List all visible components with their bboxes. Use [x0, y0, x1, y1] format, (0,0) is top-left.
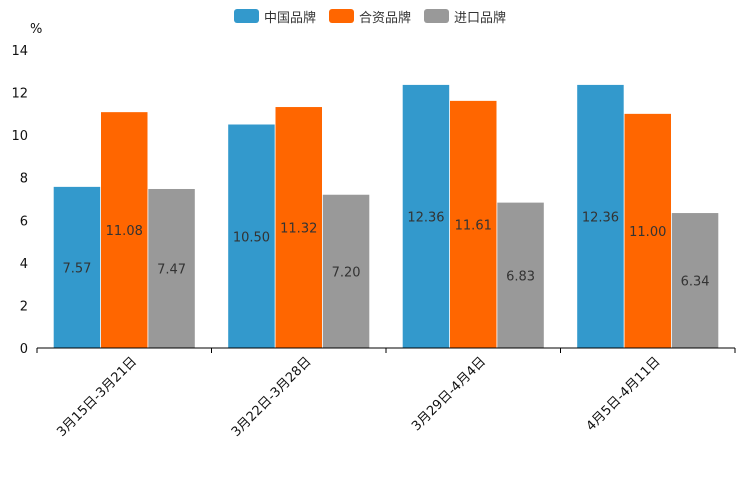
bar-3-2[interactable] — [322, 194, 370, 348]
y-tick-label: 0 — [20, 342, 28, 357]
legend: 中国品牌 合资品牌 进口品牌 — [0, 6, 744, 26]
legend-item-china-brand[interactable]: 中国品牌 — [234, 6, 316, 26]
bar-3-4[interactable] — [671, 213, 719, 348]
data-label: 11.00 — [629, 225, 666, 240]
legend-item-jv-brand[interactable]: 合资品牌 — [329, 6, 411, 26]
y-axis-unit: % — [30, 22, 42, 37]
y-tick-label: 10 — [11, 129, 28, 144]
data-label: 11.32 — [280, 222, 317, 237]
x-category-label: 3月29日-4月4日 — [409, 354, 489, 434]
legend-label-china-brand: 中国品牌 — [264, 10, 317, 26]
data-label: 12.36 — [407, 210, 444, 225]
x-category-label: 3月22日-3月28日 — [229, 354, 315, 440]
bar-2-3[interactable] — [450, 100, 497, 348]
bar-2-4[interactable] — [624, 113, 672, 348]
bar-1-3[interactable] — [402, 84, 450, 348]
data-label: 6.83 — [506, 269, 535, 284]
data-label: 10.50 — [233, 230, 270, 245]
x-axis: 3月15日-3月21日 3月22日-3月28日 3月29日-4月4日 4月5日-4月1… — [36, 347, 736, 440]
y-tick-label: 6 — [20, 214, 28, 229]
y-tick-label: 8 — [20, 172, 28, 187]
bar-1-1[interactable] — [53, 186, 101, 348]
y-tick-label: 2 — [20, 299, 28, 314]
legend-swatch-china-brand — [234, 9, 259, 23]
bar-1-4[interactable] — [577, 84, 624, 348]
data-label: 11.61 — [455, 218, 492, 233]
bar-3-3[interactable] — [497, 202, 544, 348]
data-label: 11.08 — [106, 224, 143, 239]
bar-1-2[interactable] — [228, 124, 275, 349]
bar-3-1[interactable] — [148, 188, 195, 348]
bar-2-2[interactable] — [275, 107, 323, 348]
x-category-label: 4月5日-4月11日 — [584, 354, 664, 434]
data-label: 6.34 — [681, 275, 710, 290]
legend-label-import-brand: 进口品牌 — [454, 10, 507, 26]
data-label: 12.36 — [582, 210, 619, 225]
data-label: 7.20 — [332, 265, 361, 280]
y-tick-label: 14 — [11, 44, 28, 59]
y-tick-label: 12 — [11, 87, 28, 102]
bars: 7.57 11.08 7.47 10.50 11.32 7.20 12.36 11.61 6.8… — [53, 84, 719, 349]
legend-item-import-brand[interactable]: 进口品牌 — [424, 6, 506, 26]
legend-swatch-import-brand — [424, 9, 449, 23]
legend-swatch-jv-brand — [329, 9, 354, 23]
y-axis: 0 2 4 6 8 10 12 14 — [11, 44, 28, 357]
y-tick-label: 4 — [20, 257, 28, 272]
bar-2-1[interactable] — [101, 112, 148, 348]
data-label: 7.57 — [62, 261, 91, 276]
x-category-label: 3月15日-3月21日 — [54, 354, 140, 440]
legend-label-jv-brand: 合资品牌 — [359, 10, 412, 26]
data-label: 7.47 — [157, 262, 186, 277]
